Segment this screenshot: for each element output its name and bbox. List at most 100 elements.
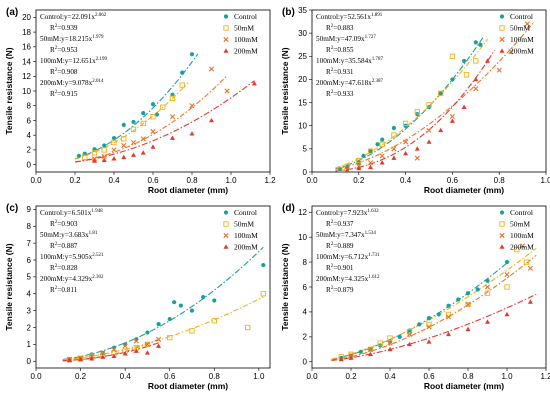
data-point-50mm xyxy=(150,114,156,120)
fit-curve-50mm xyxy=(335,39,488,169)
y-tick-label: 15 xyxy=(298,98,307,107)
data-point-control xyxy=(450,77,455,82)
data-point-50mm xyxy=(426,102,432,108)
data-point-100mm xyxy=(527,265,533,271)
legend-label-200mm: 200mM xyxy=(234,243,258,252)
data-point-50mm xyxy=(473,58,479,64)
x-axis-label: Root diameter (mm) xyxy=(148,185,228,195)
data-point-100mm xyxy=(224,88,230,94)
data-point-100mm xyxy=(140,136,146,142)
data-point-control xyxy=(178,303,183,308)
data-point-control xyxy=(391,125,396,131)
data-point-200mm xyxy=(140,150,146,155)
data-point-200mm xyxy=(499,48,505,53)
data-point-control xyxy=(76,153,81,158)
legend-label-control: Control xyxy=(510,208,533,217)
fit-curve-control xyxy=(62,246,264,361)
data-point-50mm xyxy=(463,72,470,78)
data-point-control xyxy=(438,91,443,96)
x-tick-label: 0.6 xyxy=(423,372,435,381)
data-point-200mm xyxy=(485,58,490,63)
x-tick-label: 0.6 xyxy=(447,176,459,185)
y-tick-label: 20 xyxy=(298,75,307,84)
data-point-control xyxy=(368,149,373,154)
x-tick-label: 0.4 xyxy=(400,176,412,185)
data-point-50mm xyxy=(465,301,471,308)
y-axis-label: Tensile resistance (N) xyxy=(4,243,14,330)
data-point-50mm xyxy=(245,324,251,331)
data-point-100mm xyxy=(189,103,195,109)
y-tick-label: 1 xyxy=(27,340,32,349)
data-point-control xyxy=(141,110,146,116)
x-tick-label: 0.6 xyxy=(164,372,176,381)
data-point-200mm xyxy=(348,355,354,360)
data-point-50mm xyxy=(414,109,420,115)
data-point-100mm xyxy=(111,147,117,153)
data-point-50mm xyxy=(367,148,374,154)
x-tick-label: 0.2 xyxy=(75,372,87,381)
panel-label: (d) xyxy=(282,203,295,214)
fit-r-squared: R2=0.855 xyxy=(326,46,354,54)
data-point-100mm xyxy=(130,139,137,146)
fit-curve-100mm xyxy=(331,254,537,361)
x-tick-label: 0.2 xyxy=(69,176,81,185)
data-point-control xyxy=(417,322,422,327)
y-axis-label: Tensile resistance (N) xyxy=(280,47,290,134)
data-point-control xyxy=(475,287,480,292)
data-point-100mm xyxy=(150,128,156,135)
data-point-control xyxy=(380,137,385,142)
data-point-100mm xyxy=(496,67,502,73)
fit-equation: 50mM:y=18.215x1.979 xyxy=(40,35,104,43)
y-tick-label: 6 xyxy=(27,116,32,125)
legend-label-200mm: 200mM xyxy=(510,47,534,56)
y-tick-label: 12 xyxy=(22,72,31,81)
data-point-200mm xyxy=(449,118,455,123)
data-point-100mm xyxy=(223,36,229,43)
fit-r-squared: R2=0.908 xyxy=(50,68,78,76)
data-point-50mm xyxy=(223,221,229,227)
fit-equation: Control:y=22.091x2.062 xyxy=(40,13,107,21)
y-tick-label: 0 xyxy=(303,358,308,367)
data-point-50mm xyxy=(499,221,505,227)
fit-curve-200mm xyxy=(335,49,495,172)
data-point-control xyxy=(121,122,126,127)
chart-panel-2: 0.0 0.2 0.4 0.6 0.8 1.0 0 1 2 3 4 5 6 7 8 9 Root diamete… xyxy=(4,203,271,391)
data-point-50mm xyxy=(402,120,409,127)
y-tick-label: 10 xyxy=(22,87,31,96)
data-point-control xyxy=(180,70,185,75)
data-point-200mm xyxy=(92,158,97,163)
data-point-100mm xyxy=(367,346,374,352)
data-point-control xyxy=(397,334,402,339)
data-point-100mm xyxy=(484,284,491,290)
chart-panel-1: 0.0 0.2 0.4 0.6 0.8 1.0 0 5 10 15 20 25 30 35 Root dia… xyxy=(280,6,550,195)
fit-curve-100mm xyxy=(62,338,159,362)
data-point-50mm xyxy=(260,291,266,297)
data-point-200mm xyxy=(66,357,72,363)
data-point-200mm xyxy=(438,127,444,133)
y-tick-label: 7 xyxy=(27,239,32,248)
x-tick-label: 0.0 xyxy=(30,176,42,185)
data-point-100mm xyxy=(465,301,471,308)
data-point-50mm xyxy=(82,154,88,160)
fit-r-squared: R2=0.937 xyxy=(326,220,354,228)
fit-r-squared: R2=0.889 xyxy=(326,242,354,250)
data-point-control xyxy=(436,312,441,317)
legend-label-50mm: 50mM xyxy=(510,220,530,229)
data-point-100mm xyxy=(133,338,139,344)
data-point-200mm xyxy=(170,135,175,140)
x-tick-label: 0.4 xyxy=(108,176,120,185)
data-point-50mm xyxy=(140,120,146,127)
y-tick-label: 4 xyxy=(27,131,32,140)
legend-label-50mm: 50mM xyxy=(234,220,254,229)
data-point-control xyxy=(150,102,156,107)
data-point-100mm xyxy=(208,66,215,72)
data-point-50mm xyxy=(523,259,530,265)
data-point-50mm xyxy=(167,334,173,341)
plot-frame xyxy=(311,9,547,173)
data-point-50mm xyxy=(160,104,166,110)
data-point-100mm xyxy=(169,114,176,120)
fit-equation: 200mM:y=9.078x2.014 xyxy=(40,79,104,87)
y-tick-label: 9 xyxy=(27,205,32,214)
data-point-200mm xyxy=(209,117,214,123)
